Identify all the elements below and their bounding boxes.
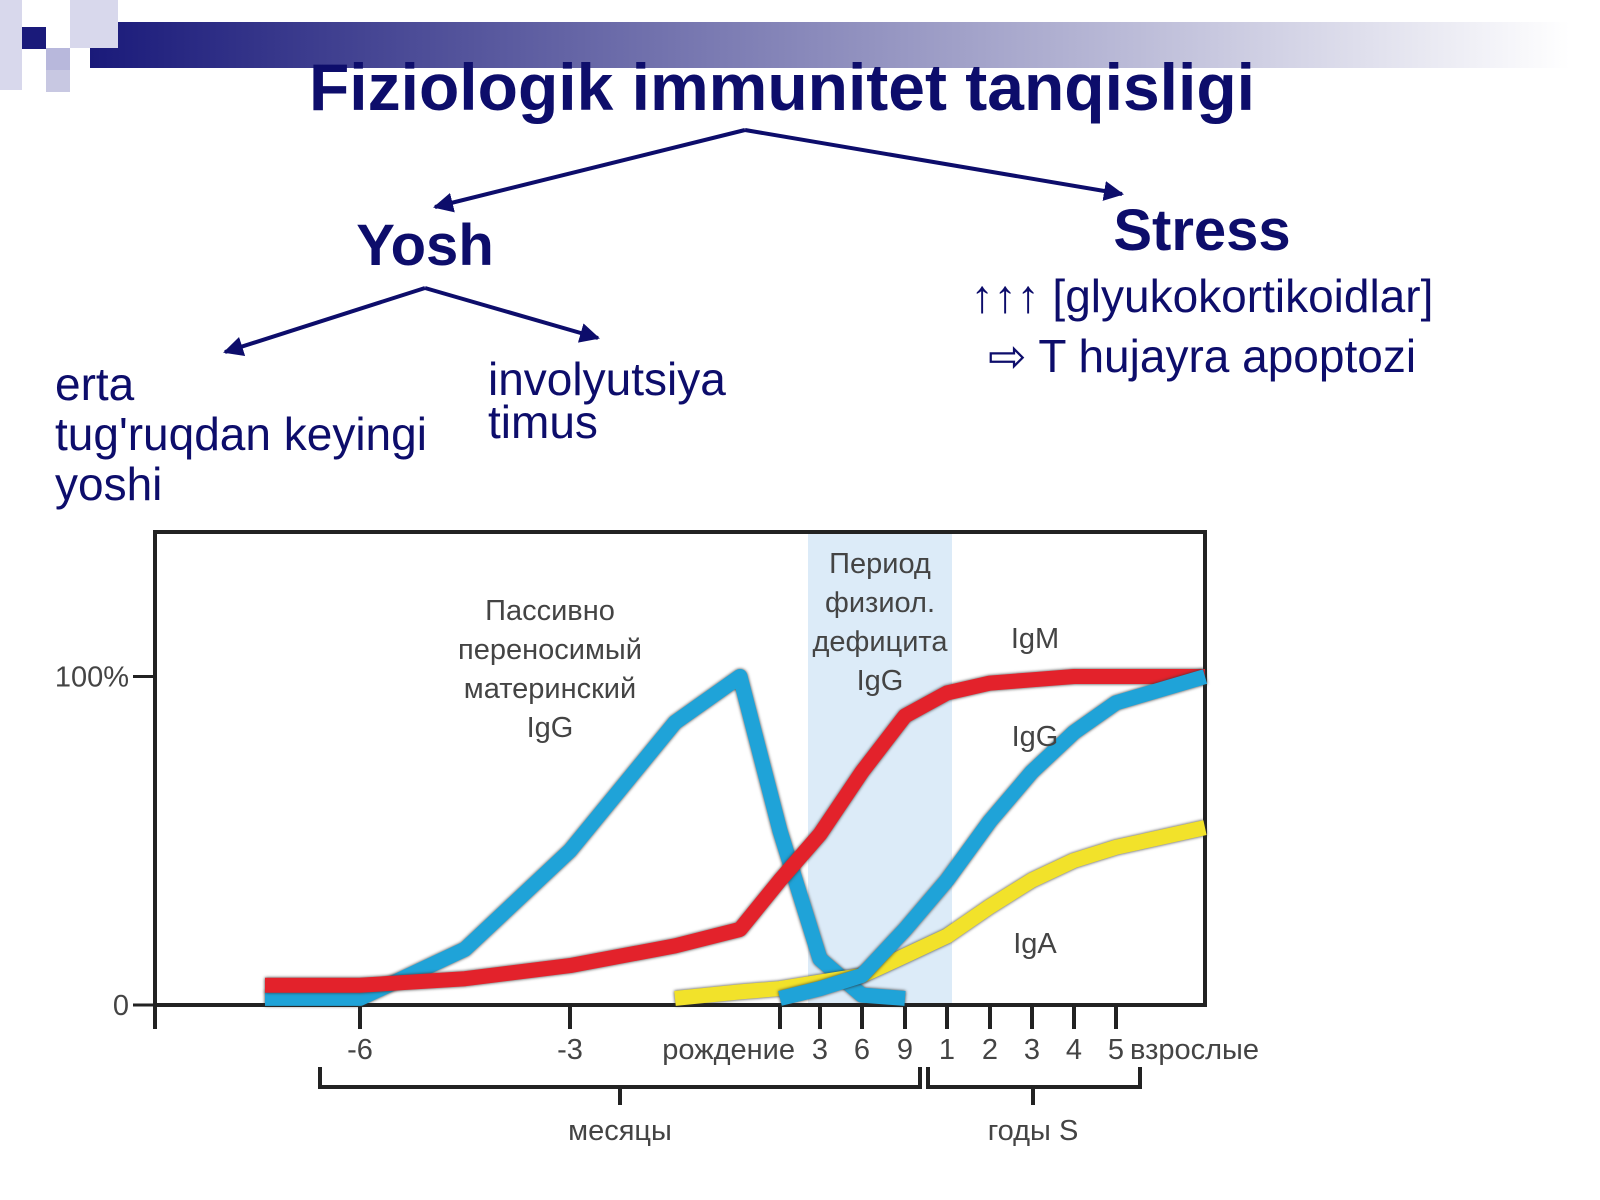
x-tick-label: 3: [1024, 1034, 1040, 1066]
series-line: [778, 669, 1208, 1006]
series-label: IgA: [1013, 928, 1057, 960]
x-group-label: годы S: [988, 1115, 1079, 1147]
series-label: IgG: [1011, 721, 1059, 753]
series-label: Пассивно переносимый материнский IgG: [458, 595, 642, 744]
x-tick-label: -3: [557, 1034, 583, 1066]
y-tick-label: 0: [113, 990, 129, 1022]
x-tick-label: рождение: [662, 1034, 795, 1066]
deficit-band: [808, 532, 952, 1005]
annotation: Период физиол. дефицита IgG: [812, 548, 948, 697]
series-label: IgM: [1010, 623, 1060, 655]
thymus-line: involyutsiya: [488, 353, 726, 405]
stress-line: ⇨ T hujayra apoptozi: [988, 330, 1416, 382]
age-line: yoshi: [55, 458, 162, 510]
series-line: [674, 820, 1207, 1006]
x-tick-label: 4: [1066, 1034, 1082, 1066]
x-group-label: месяцы: [568, 1115, 672, 1147]
x-tick-label: 2: [982, 1034, 998, 1066]
x-tick-label: 5: [1108, 1034, 1124, 1066]
header-decoration: [0, 0, 1570, 92]
age-line: erta: [55, 358, 135, 410]
series-line: [265, 669, 1205, 993]
x-tick-label: 3: [812, 1034, 828, 1066]
slide-title: Fiziologik immunitet tanqisligi: [309, 50, 1255, 124]
x-tick-label: -6: [347, 1034, 373, 1066]
x-group-bracket: [926, 1067, 1142, 1105]
x-group-bracket: [318, 1067, 922, 1105]
branch-arrows: [223, 128, 1124, 357]
thymus-line: timus: [488, 396, 598, 448]
stress-line: ↑↑↑ [glyukokortikoidlar]: [971, 270, 1434, 322]
y-tick-label: 100%: [55, 662, 129, 694]
age-line: tug'ruqdan keyingi: [55, 408, 427, 460]
branch-label: Yosh: [356, 213, 494, 278]
x-tick-label: взрослые: [1130, 1034, 1259, 1066]
x-tick-label: 9: [897, 1034, 913, 1066]
x-tick-label: 6: [854, 1034, 870, 1066]
x-tick-label: 1: [939, 1034, 955, 1066]
branch-label: Stress: [1113, 198, 1290, 263]
